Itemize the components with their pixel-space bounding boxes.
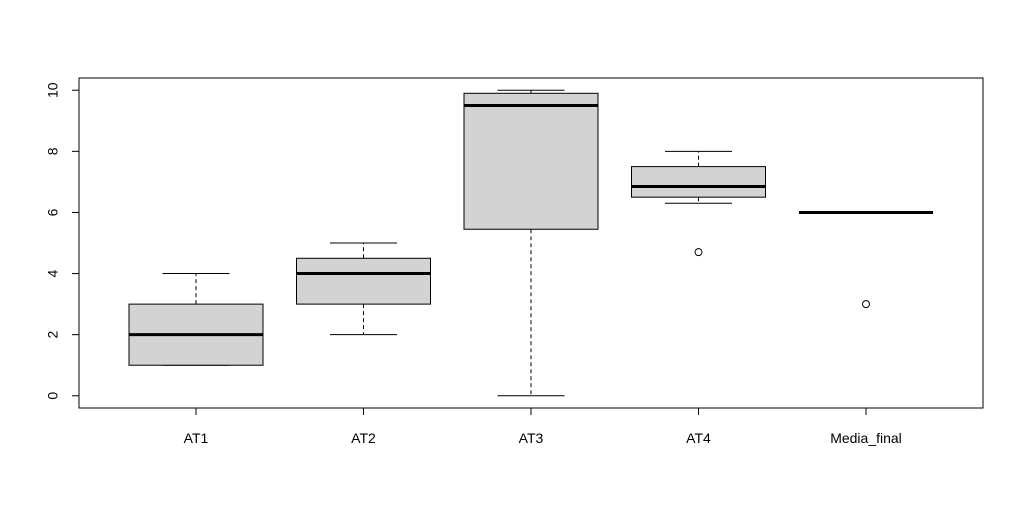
x-tick-label: AT1 [184, 430, 209, 446]
y-tick-label: 2 [45, 331, 61, 339]
x-axis: AT1 AT2 AT3 AT4 Media_final [184, 407, 902, 446]
box-AT1 [128, 273, 264, 366]
iqr-box [631, 166, 766, 198]
outlier-point [694, 248, 703, 257]
boxes [128, 89, 933, 397]
box-Media_final [799, 210, 933, 309]
box-AT4 [631, 150, 766, 257]
x-tick-label: AT2 [351, 430, 376, 446]
box-AT3 [463, 89, 599, 397]
outlier-point [862, 300, 870, 309]
y-tick-label: 8 [45, 147, 61, 155]
box-AT2 [296, 242, 431, 336]
x-tick-label: AT3 [519, 430, 544, 446]
x-tick-label: Media_final [830, 430, 902, 446]
y-tick-label: 4 [45, 269, 61, 277]
y-tick-label: 6 [45, 208, 61, 216]
iqr-box [296, 257, 431, 305]
iqr-box [463, 92, 599, 230]
y-tick-label: 10 [45, 82, 61, 98]
y-axis: 0 2 4 6 8 10 [45, 82, 80, 400]
x-tick-label: AT4 [686, 430, 711, 446]
y-tick-label: 0 [45, 392, 61, 400]
